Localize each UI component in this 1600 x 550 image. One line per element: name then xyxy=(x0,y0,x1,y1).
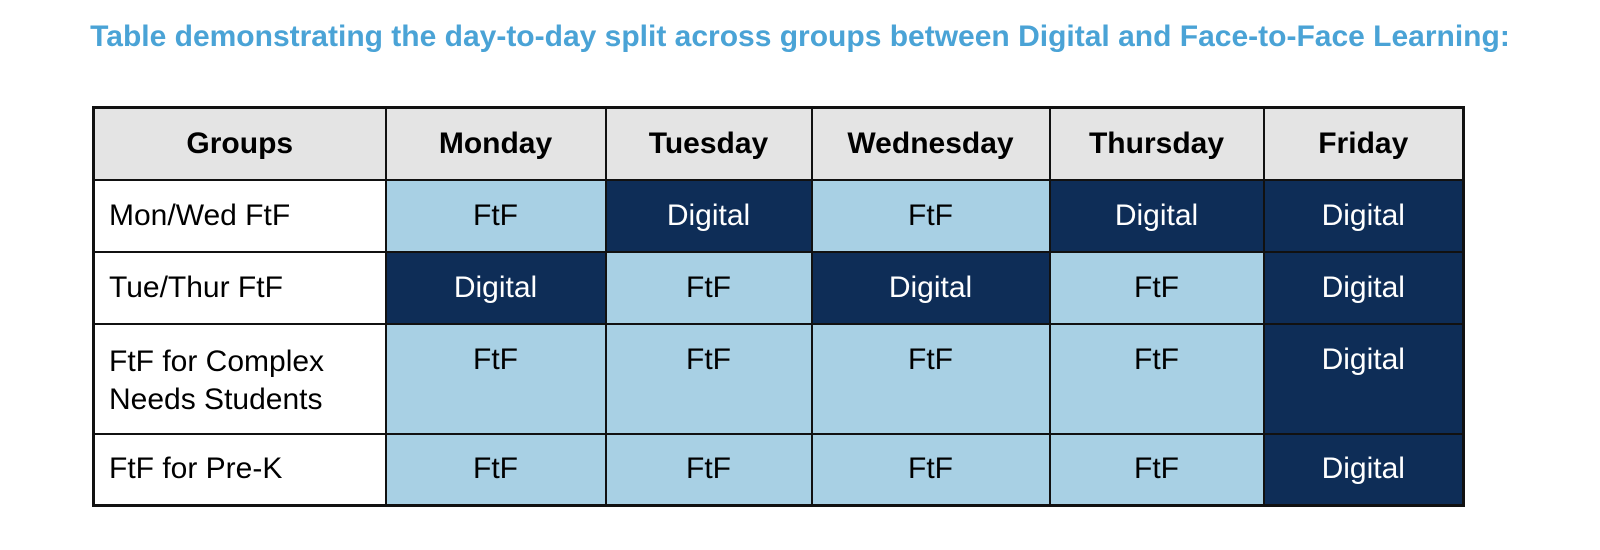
schedule-cell: FtF xyxy=(604,322,813,435)
schedule-cell: FtF xyxy=(384,322,607,435)
header-wednesday: Wednesday xyxy=(810,106,1051,181)
schedule-cell: Digital xyxy=(1262,178,1465,253)
header-thursday: Thursday xyxy=(1048,106,1265,181)
schedule-cell: Digital xyxy=(1048,178,1265,253)
schedule-cell: FtF xyxy=(384,178,607,253)
schedule-cell: FtF xyxy=(1048,322,1265,435)
header-groups: Groups xyxy=(92,106,387,181)
table-row: FtF for Complex Needs Students FtF FtF F… xyxy=(92,322,1465,435)
schedule-cell: Digital xyxy=(1262,250,1465,325)
schedule-cell: Digital xyxy=(604,178,813,253)
group-label: Mon/Wed FtF xyxy=(92,178,387,253)
schedule-cell: FtF xyxy=(810,432,1051,507)
schedule-cell: FtF xyxy=(810,178,1051,253)
table-row: Tue/Thur FtF Digital FtF Digital FtF Dig… xyxy=(92,250,1465,325)
group-label-line: FtF for Complex xyxy=(109,344,325,378)
schedule-cell: Digital xyxy=(810,250,1051,325)
schedule-table: Groups Monday Tuesday Wednesday Thursday… xyxy=(92,106,1465,507)
table-row: FtF for Pre-K FtF FtF FtF FtF Digital xyxy=(92,432,1465,507)
schedule-cell: Digital xyxy=(384,250,607,325)
group-label-line: Needs Students xyxy=(109,382,323,416)
table-row: Mon/Wed FtF FtF Digital FtF Digital Digi… xyxy=(92,178,1465,253)
schedule-cell: FtF xyxy=(1048,250,1265,325)
group-label: Tue/Thur FtF xyxy=(92,250,387,325)
header-monday: Monday xyxy=(384,106,607,181)
header-row: Groups Monday Tuesday Wednesday Thursday… xyxy=(92,106,1465,181)
schedule-cell: Digital xyxy=(1262,432,1465,507)
header-friday: Friday xyxy=(1262,106,1465,181)
table-title: Table demonstrating the day-to-day split… xyxy=(90,20,1510,53)
schedule-cell: Digital xyxy=(1262,322,1465,435)
schedule-cell: FtF xyxy=(604,432,813,507)
group-label: FtF for Complex Needs Students xyxy=(92,322,387,435)
header-tuesday: Tuesday xyxy=(604,106,813,181)
schedule-cell: FtF xyxy=(384,432,607,507)
schedule-cell: FtF xyxy=(810,322,1051,435)
schedule-cell: FtF xyxy=(604,250,813,325)
schedule-cell: FtF xyxy=(1048,432,1265,507)
group-label: FtF for Pre-K xyxy=(92,432,387,507)
